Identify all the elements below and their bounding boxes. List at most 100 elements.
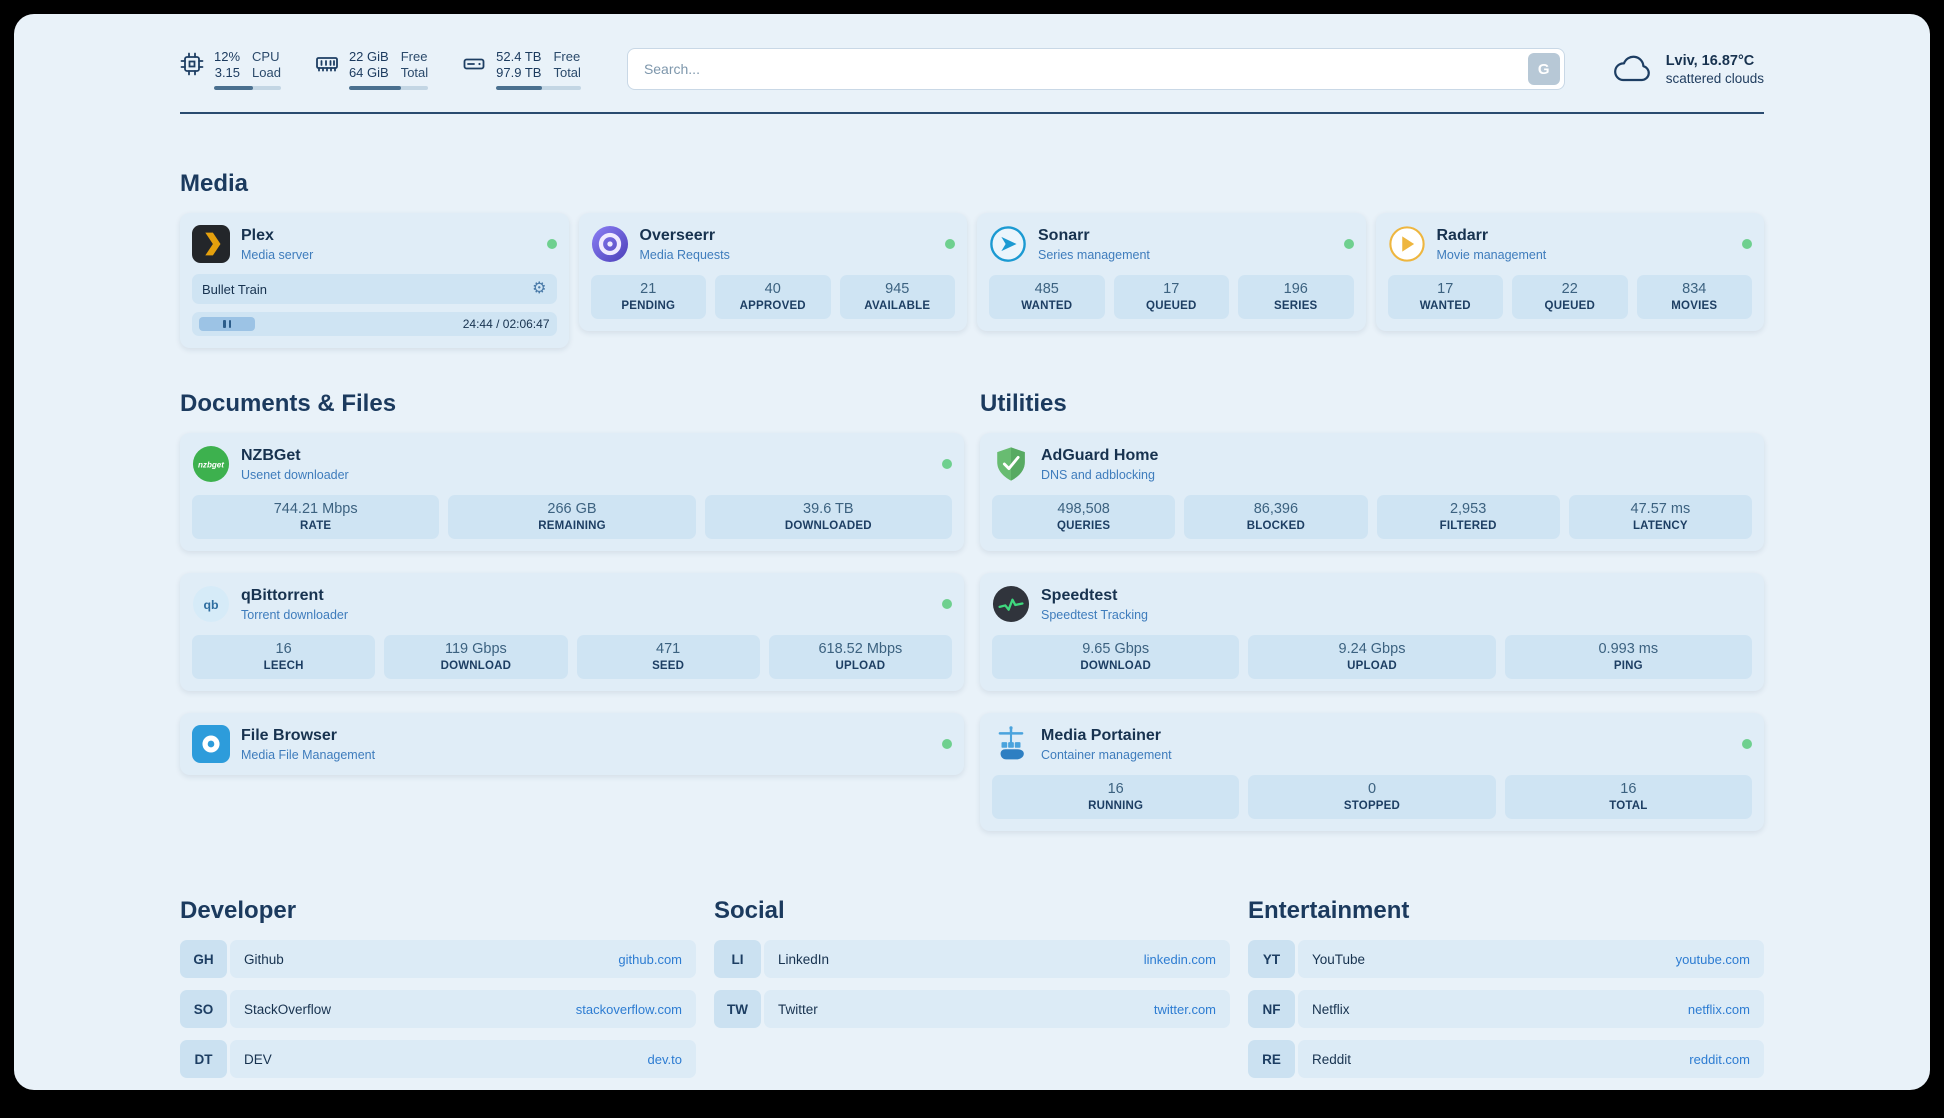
stat-blocked: 86,396 BLOCKED (1184, 495, 1368, 539)
cpu-progress-bar (214, 85, 281, 90)
card-titles: NZBGet Usenet downloader (241, 446, 931, 482)
disk-free-value: 52.4 TB (496, 48, 542, 64)
stat-queued: 17 QUEUED (1113, 275, 1229, 319)
service-card-qbittorrent[interactable]: qb qBittorrent Torrent downloader 16 (180, 573, 964, 691)
service-card-portainer[interactable]: Media Portainer Container management 16 … (980, 713, 1764, 831)
bookmark-reddit[interactable]: RE Reddit reddit.com (1248, 1040, 1764, 1078)
bookmark-url: linkedin.com (1143, 951, 1216, 967)
memory-free-value: 22 GiB (348, 48, 389, 64)
card-header: qb qBittorrent Torrent downloader (192, 585, 952, 623)
stat-label: PING (1613, 660, 1643, 672)
service-card-radarr[interactable]: Radarr Movie management 17 WANTED 22 QUE… (1375, 213, 1764, 331)
stat-label: MOVIES (1671, 300, 1718, 312)
stat-label: LEECH (263, 660, 304, 672)
service-name: Overseerr (639, 226, 716, 244)
now-playing-title: Bullet Train (202, 281, 268, 297)
bookmark-group-entertainment: Entertainment YT YouTube youtube.com NF … (1248, 897, 1764, 1078)
stat-label: AVAILABLE (864, 300, 931, 312)
card-header: AdGuard Home DNS and adblocking (992, 445, 1752, 483)
stat-value: 0.993 ms (1598, 641, 1659, 657)
card-header: Speedtest Speedtest Tracking (992, 585, 1752, 623)
stat-upload: 9.24 Gbps UPLOAD (1248, 635, 1496, 679)
service-card-nzbget[interactable]: nzbget NZBGet Usenet downloader 744.21 M… (180, 433, 964, 551)
bookmark-abbr: RE (1248, 1040, 1295, 1078)
cpu-widget: 12% CPU 3.15 Load (180, 49, 281, 90)
service-card-plex[interactable]: Plex Media server Bullet Train ⚙ 24:44 /… (180, 213, 569, 348)
qbittorrent-icon: qb (192, 585, 230, 623)
service-card-adguard[interactable]: AdGuard Home DNS and adblocking 498,508 … (980, 433, 1764, 551)
disk-icon (462, 52, 486, 76)
service-card-speedtest[interactable]: Speedtest Speedtest Tracking 9.65 Gbps D… (980, 573, 1764, 691)
bookmark-list: LI LinkedIn linkedin.com TW Twitter twit… (714, 940, 1230, 1028)
stat-value: 498,508 (1057, 501, 1110, 517)
bookmark-body: DEV dev.to (230, 1040, 696, 1078)
service-card-overseerr[interactable]: Overseerr Media Requests 21 PENDING 40 A… (578, 213, 967, 331)
stat-stopped: 0 STOPPED (1248, 775, 1496, 819)
search-provider-button[interactable]: G (1527, 53, 1560, 85)
card-titles: Radarr Movie management (1437, 226, 1732, 262)
section-documents: Documents & Files nzbget NZBGet Usenet d… (180, 390, 964, 775)
middle-columns: Documents & Files nzbget NZBGet Usenet d… (180, 390, 1764, 831)
card-titles: File Browser Media File Management (241, 726, 931, 762)
service-name: File Browser (241, 726, 338, 744)
bookmark-body: StackOverflow stackoverflow.com (230, 990, 696, 1028)
bookmark-dev[interactable]: DT DEV dev.to (180, 1040, 696, 1078)
stat-filtered: 2,953 FILTERED (1376, 495, 1560, 539)
memory-total-label: Total (400, 64, 429, 80)
service-subtitle: Movie management (1436, 248, 1547, 263)
stat-movies: 834 MOVIES (1636, 275, 1752, 319)
stat-label: STOPPED (1343, 800, 1401, 812)
stats-row: 744.21 Mbps RATE 266 GB REMAINING 39.6 T… (192, 495, 952, 539)
overseerr-icon (591, 225, 629, 263)
stat-label: SERIES (1274, 300, 1318, 312)
media-cards: Plex Media server Bullet Train ⚙ 24:44 /… (180, 213, 1764, 348)
bookmark-name: Reddit (1312, 1051, 1352, 1067)
bookmark-url: stackoverflow.com (575, 1001, 682, 1017)
service-name: NZBGet (241, 446, 301, 464)
bookmark-linkedin[interactable]: LI LinkedIn linkedin.com (714, 940, 1230, 978)
weather-text: Lviv, 16.87°C scattered clouds (1666, 53, 1764, 86)
bookmark-group-developer: Developer GH Github github.com SO StackO… (180, 897, 696, 1078)
bookmark-twitter[interactable]: TW Twitter twitter.com (714, 990, 1230, 1028)
bookmark-youtube[interactable]: YT YouTube youtube.com (1248, 940, 1764, 978)
content: 12% CPU 3.15 Load 22 (14, 14, 1930, 1090)
card-header: File Browser Media File Management (192, 725, 952, 763)
stat-label: REMAINING (538, 520, 606, 532)
bookmark-abbr: TW (714, 990, 761, 1028)
stat-value: 39.6 TB (803, 501, 854, 517)
stats-row: 498,508 QUERIES 86,396 BLOCKED 2,953 FIL… (992, 495, 1752, 539)
bookmark-url: dev.to (647, 1051, 682, 1067)
stat-queries: 498,508 QUERIES (992, 495, 1176, 539)
stat-value: 834 (1682, 281, 1707, 297)
stat-value: 9.24 Gbps (1338, 641, 1406, 657)
bookmark-stackoverflow[interactable]: SO StackOverflow stackoverflow.com (180, 990, 696, 1028)
stats-row: 17 WANTED 22 QUEUED 834 MOVIES (1387, 275, 1752, 319)
pause-button[interactable] (199, 317, 256, 331)
stat-approved: 40 APPROVED (715, 275, 831, 319)
stat-download: 9.65 Gbps DOWNLOAD (992, 635, 1240, 679)
gear-icon[interactable]: ⚙ (532, 280, 547, 297)
disk-widget: 52.4 TB Free 97.9 TB Total (462, 49, 581, 90)
stat-wanted: 17 WANTED (1387, 275, 1503, 319)
card-header: Plex Media server (192, 225, 557, 263)
stat-value: 471 (656, 641, 681, 657)
bookmark-name: Twitter (778, 1001, 818, 1017)
status-dot (546, 239, 557, 249)
service-subtitle: Series management (1038, 248, 1150, 263)
svg-text:qb: qb (203, 598, 219, 612)
bookmark-netflix[interactable]: NF Netflix netflix.com (1248, 990, 1764, 1028)
card-header: Radarr Movie management (1388, 225, 1752, 263)
cloud-icon (1611, 52, 1653, 86)
bookmark-github[interactable]: GH Github github.com (180, 940, 696, 978)
stat-label: QUERIES (1057, 520, 1111, 532)
search-input[interactable] (627, 61, 1528, 77)
stat-available: 945 AVAILABLE (839, 275, 955, 319)
stat-value: 16 (1107, 781, 1124, 797)
card-titles: Sonarr Series management (1038, 226, 1333, 262)
stat-value: 744.21 Mbps (273, 501, 358, 517)
status-dot (942, 739, 952, 749)
service-card-sonarr[interactable]: Sonarr Series management 485 WANTED 17 Q… (977, 213, 1366, 331)
status-dot (1742, 739, 1752, 749)
stat-label: BLOCKED (1246, 520, 1305, 532)
service-card-filebrowser[interactable]: File Browser Media File Management (180, 713, 964, 775)
